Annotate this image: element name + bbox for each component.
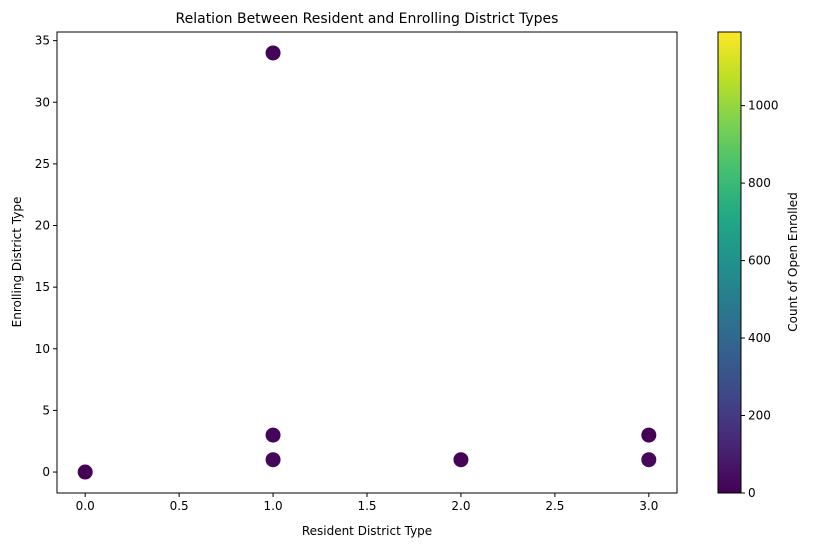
colorbar-tick-label: 600 xyxy=(748,254,771,268)
y-axis: 0 5 10 15 20 25 30 35 xyxy=(35,34,57,479)
y-tick-label: 0 xyxy=(42,465,50,479)
y-tick-label: 10 xyxy=(35,342,50,356)
y-tick-label: 35 xyxy=(35,34,50,48)
plot-area xyxy=(77,45,657,480)
colorbar-tick-label: 400 xyxy=(748,331,771,345)
x-tick-label: 0.5 xyxy=(170,499,189,513)
data-point xyxy=(265,45,281,61)
colorbar-label: Count of Open Enrolled xyxy=(786,192,800,332)
data-point xyxy=(265,452,281,468)
colorbar-tick-label: 200 xyxy=(748,409,771,423)
colorbar xyxy=(717,31,742,494)
x-tick-label: 1.0 xyxy=(264,499,283,513)
data-point xyxy=(453,452,469,468)
y-tick-label: 25 xyxy=(35,157,50,171)
data-point xyxy=(641,427,657,443)
y-tick-label: 5 xyxy=(42,403,50,417)
x-tick-label: 0.0 xyxy=(76,499,95,513)
data-point xyxy=(641,452,657,468)
x-tick-label: 2.0 xyxy=(451,499,470,513)
chart-title: Relation Between Resident and Enrolling … xyxy=(176,11,559,27)
y-tick-label: 20 xyxy=(35,219,50,233)
colorbar-tick-label: 0 xyxy=(748,486,756,500)
plot-frame xyxy=(56,31,678,494)
colorbar-tick-label: 800 xyxy=(748,176,771,190)
colorbar-axis: 0 200 400 600 800 1000 xyxy=(741,99,779,500)
y-tick-label: 30 xyxy=(35,95,50,109)
x-tick-label: 2.5 xyxy=(545,499,564,513)
colorbar-tick-label: 1000 xyxy=(748,99,779,113)
x-tick-label: 1.5 xyxy=(357,499,376,513)
x-axis: 0.0 0.5 1.0 1.5 2.0 2.5 3.0 xyxy=(76,493,658,513)
y-axis-label: Enrolling District Type xyxy=(10,197,24,328)
data-point xyxy=(77,464,93,480)
x-tick-label: 3.0 xyxy=(639,499,658,513)
y-tick-label: 15 xyxy=(35,280,50,294)
x-axis-label: Resident District Type xyxy=(302,524,432,538)
data-point xyxy=(265,427,281,443)
